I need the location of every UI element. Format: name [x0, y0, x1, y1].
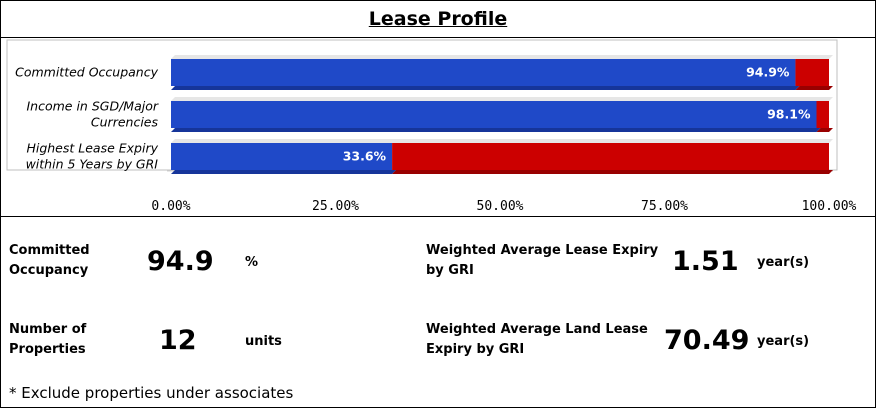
lease-profile-chart: 94.9% Committed Occupancy 98.1% Income in S…	[6, 39, 857, 214]
committed-occupancy-label-line2: Occupancy	[9, 263, 89, 278]
footnote: * Exclude properties under associates	[9, 384, 294, 402]
properties-unit: units	[245, 334, 282, 349]
committed-occupancy-label: Committed Occupancy	[9, 241, 90, 281]
bar-0-series-1-depth	[795, 86, 833, 90]
bar-1-series-0-depth	[171, 128, 821, 132]
wale-label: Weighted Average Lease Expiry by GRI	[426, 241, 658, 281]
committed-occupancy-label-line1: Committed	[9, 243, 90, 258]
bar-1-series-1-depth	[816, 128, 833, 132]
bar-2-series-1	[392, 143, 829, 170]
x-tick-label-1: 25.00%	[312, 199, 359, 214]
land-lease-label-line1: Weighted Average Land Lease	[426, 322, 648, 337]
x-tick-label-0: 0.00%	[151, 199, 190, 214]
category-label-1-line-0: Income in SGD/Major	[26, 99, 158, 114]
bar-1-series-0	[171, 101, 817, 128]
chart-title: Lease Profile	[368, 8, 508, 30]
x-tick-label-4: 100.00%	[802, 199, 857, 214]
land-lease-unit: year(s)	[757, 334, 810, 349]
category-label-2-line-1: within 5 Years by GRI	[26, 157, 159, 172]
bar-2-top-face	[171, 139, 833, 143]
committed-occupancy-unit: %	[245, 255, 259, 270]
bar-1-top-face	[171, 97, 833, 101]
category-label-0-line-0: Committed Occupancy	[15, 65, 158, 80]
stats-section: Committed Occupancy 94.9 % Weighted Aver…	[1, 217, 875, 407]
chart-area: 94.9% Committed Occupancy 98.1% Income in S…	[1, 38, 875, 217]
wale-label-line1: Weighted Average Lease Expiry	[426, 243, 659, 258]
category-label-1-line-1: Currencies	[91, 115, 159, 130]
bar-2-data-label: 33.6%	[343, 149, 387, 164]
land-lease-value: 70.49	[664, 325, 750, 356]
title-bar: Lease Profile	[1, 1, 875, 38]
bar-2-series-0	[171, 143, 393, 170]
bar-1-data-label: 98.1%	[767, 107, 811, 122]
land-lease-label-line2: Expiry by GRI	[426, 342, 525, 357]
x-tick-label-2: 50.00%	[477, 199, 524, 214]
bar-1-series-1	[816, 101, 829, 128]
wale-value: 1.51	[672, 246, 739, 277]
properties-label-line2: Properties	[9, 342, 86, 357]
x-tick-label-3: 75.00%	[641, 199, 688, 214]
wale-label-line2: by GRI	[426, 263, 474, 278]
bar-0-series-0	[171, 59, 796, 86]
properties-label: Number of Properties	[9, 320, 86, 360]
bar-0-top-face	[171, 55, 833, 59]
bar-0-series-1	[795, 59, 829, 86]
bar-0-data-label: 94.9%	[746, 65, 790, 80]
bar-2-series-0-depth	[171, 170, 397, 174]
bar-0-series-0-depth	[171, 86, 800, 90]
properties-value: 12	[159, 325, 197, 356]
land-lease-label: Weighted Average Land Lease Expiry by GR…	[426, 320, 648, 360]
category-label-2-line-0: Highest Lease Expiry	[26, 141, 158, 156]
properties-label-line1: Number of	[9, 322, 87, 337]
committed-occupancy-value: 94.9	[147, 246, 214, 277]
bar-2-series-1-depth	[392, 170, 833, 174]
wale-unit: year(s)	[757, 255, 810, 270]
